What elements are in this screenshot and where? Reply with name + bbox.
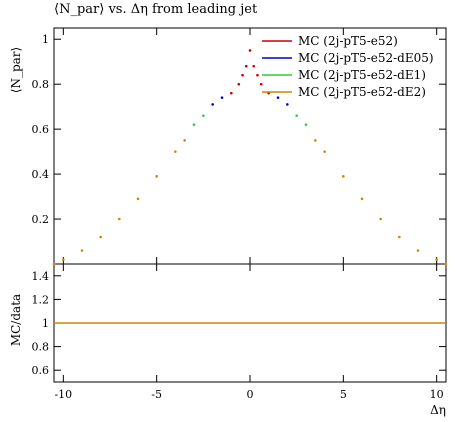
x-tick-label: 0 <box>247 388 254 401</box>
x-axis-label: Δη <box>430 403 446 417</box>
data-point-series-1 <box>276 96 280 99</box>
data-point-series-3 <box>379 217 382 221</box>
legend: MC (2j-pT5-e52) MC (2j-pT5-e52-dE05) MC … <box>262 34 434 99</box>
data-point-series-3 <box>52 262 56 266</box>
data-point-series-3 <box>435 258 438 261</box>
legend-label-2: MC (2j-pT5-e52-dE1) <box>298 68 426 82</box>
data-point-series-3 <box>398 235 401 239</box>
data-point-series-0 <box>244 64 248 68</box>
data-point-series-0 <box>252 64 256 68</box>
data-point-series-2 <box>192 123 196 126</box>
x-tick-label: 5 <box>340 388 347 401</box>
main-y-axis-ticks: 0.2 0.4 0.6 0.8 1 <box>32 28 446 264</box>
data-point-series-3 <box>99 235 102 239</box>
data-point-series-0 <box>241 73 244 77</box>
data-point-series-1 <box>220 96 224 99</box>
data-point-series-2 <box>202 114 205 117</box>
legend-label-1: MC (2j-pT5-e52-dE05) <box>298 51 434 65</box>
main-y-tick-label: 0.4 <box>32 168 50 181</box>
ratio-y-tick-label: 1.2 <box>32 293 50 306</box>
data-point-series-0 <box>256 73 259 77</box>
legend-label-3: MC (2j-pT5-e52-dE2) <box>298 85 426 99</box>
main-data-points <box>52 49 448 266</box>
data-point-series-3 <box>314 139 317 142</box>
data-point-series-3 <box>62 258 65 261</box>
main-chart-title: ⟨N_par⟩ vs. Δη from leading jet <box>54 2 257 17</box>
data-point-series-3 <box>416 249 420 252</box>
data-point-series-2 <box>304 123 308 126</box>
data-point-series-1 <box>286 103 289 106</box>
data-point-series-3 <box>136 197 140 201</box>
main-y-tick-label: 1 <box>42 33 49 46</box>
data-point-series-3 <box>155 175 158 178</box>
data-point-series-0 <box>237 82 241 86</box>
data-point-series-0 <box>248 49 252 52</box>
ratio-axis-ticks: 0.6 0.8 1 1.2 1.4 -10 -5 0 5 10 <box>32 264 446 401</box>
ratio-y-tick-label: 1 <box>42 317 49 330</box>
data-point-series-3 <box>323 150 326 153</box>
data-point-series-3 <box>342 175 345 178</box>
x-tick-label: -5 <box>151 388 162 401</box>
data-point-series-3 <box>360 197 364 201</box>
ratio-y-axis-label: MC/data <box>9 294 23 346</box>
data-point-series-1 <box>211 103 214 106</box>
ratio-y-tick-label: 0.6 <box>32 364 50 377</box>
ratio-y-tick-label: 1.4 <box>32 270 50 283</box>
main-y-tick-label: 0.2 <box>32 213 50 226</box>
data-point-series-2 <box>295 114 298 117</box>
main-y-tick-label: 0.8 <box>32 78 50 91</box>
data-point-series-3 <box>80 249 84 252</box>
legend-label-0: MC (2j-pT5-e52) <box>298 34 398 48</box>
data-point-series-3 <box>118 217 121 221</box>
main-y-tick-label: 0.6 <box>32 123 50 136</box>
main-y-axis-label: ⟨N_par⟩ <box>9 47 23 93</box>
data-point-series-0 <box>259 82 263 86</box>
chart-title-text: ⟨N_par⟩ vs. Δη from leading jet <box>54 2 258 17</box>
data-point-series-3 <box>183 139 186 142</box>
data-point-series-0 <box>230 91 233 95</box>
data-point-series-3 <box>444 262 448 266</box>
x-tick-label: 10 <box>430 388 444 401</box>
x-tick-label: -10 <box>54 388 72 401</box>
ratio-y-tick-label: 0.8 <box>32 341 50 354</box>
data-point-series-3 <box>174 150 177 153</box>
